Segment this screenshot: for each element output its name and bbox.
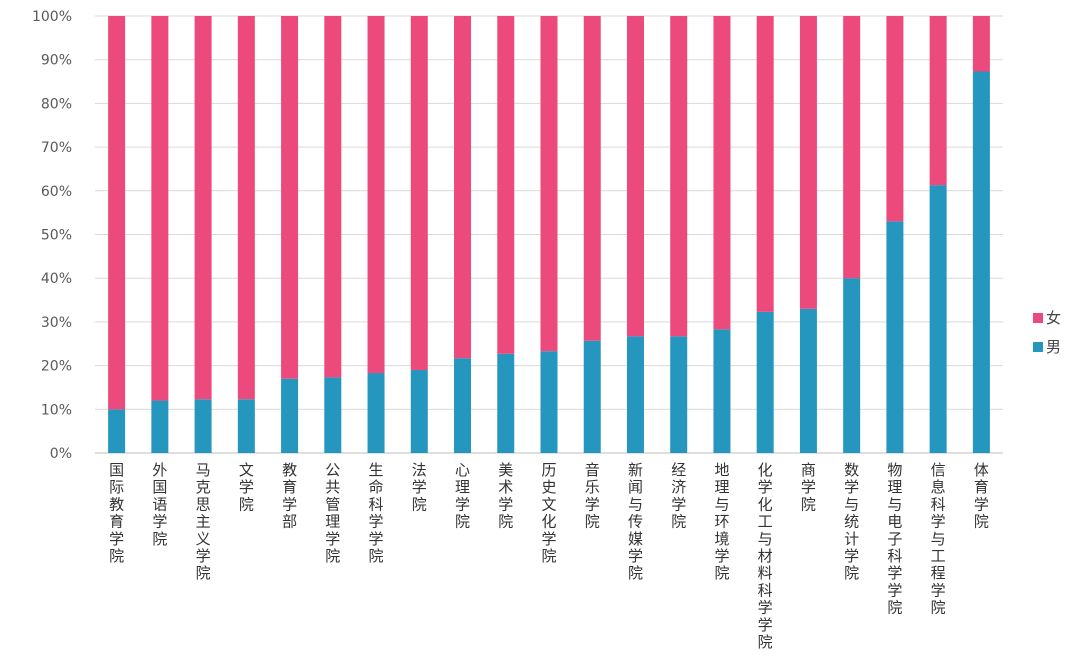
bar-male: [799, 308, 817, 453]
y-tick-label: 60%: [41, 184, 72, 200]
x-category-label: 马克思主义学院: [196, 461, 211, 582]
bar-male: [281, 378, 299, 453]
x-category-label: 外国语学院: [152, 461, 167, 548]
x-category-label: 美术学院: [498, 461, 513, 531]
y-tick-label: 30%: [41, 315, 72, 331]
bar-female: [626, 16, 644, 337]
bar-female: [151, 16, 169, 401]
bar-male: [626, 336, 644, 453]
bar-male: [929, 185, 947, 453]
bar-female: [540, 16, 558, 352]
x-category-label: 法学院: [412, 461, 427, 513]
bar-female: [281, 16, 299, 379]
x-category-label: 历史文化学院: [541, 461, 556, 565]
bar-female: [799, 16, 817, 309]
bar-male: [583, 340, 601, 453]
x-category-label: 经济学院: [671, 461, 686, 531]
bar-male: [670, 336, 688, 453]
bar-male: [713, 329, 731, 453]
legend: 女男: [1033, 309, 1061, 356]
y-tick-label: 40%: [41, 271, 72, 287]
legend-swatch: [1033, 313, 1043, 323]
x-category-label: 音乐学院: [585, 461, 600, 531]
legend-swatch: [1033, 342, 1043, 352]
bar-male: [324, 377, 342, 453]
x-category-label: 化学化工与材料科学学院: [758, 461, 773, 651]
y-tick-label: 20%: [41, 359, 72, 375]
bar-female: [108, 16, 126, 410]
bar-female: [670, 16, 688, 337]
x-category-label: 商学院: [801, 461, 816, 513]
bar-male: [454, 358, 472, 453]
bar-female: [886, 16, 904, 222]
bar-female: [194, 16, 212, 400]
bar-female: [929, 16, 947, 186]
bar-female: [583, 16, 601, 341]
y-tick-label: 50%: [41, 228, 72, 244]
x-category-label: 物理与电子科学学院: [887, 461, 902, 617]
bar-female: [454, 16, 472, 359]
bar-male: [108, 409, 126, 453]
bar-female: [972, 16, 990, 72]
x-category-label: 新闻与传媒学院: [628, 461, 643, 582]
bar-male: [367, 373, 385, 453]
x-category-label: 体育学院: [974, 461, 989, 531]
y-axis: 0% 10% 20% 30% 40% 50% 60% 70% 80% 90% 100%: [32, 9, 72, 462]
x-category-label: 地理与环境学院: [714, 461, 729, 582]
x-category-label: 信息科学与工程学院: [931, 461, 946, 617]
y-tick-label: 90%: [41, 53, 72, 69]
x-category-label: 生命科学学院: [369, 461, 384, 565]
x-category-label: 数学与统计学院: [844, 461, 859, 582]
bar-male: [540, 351, 558, 453]
y-tick-label: 100%: [32, 9, 72, 25]
x-axis: 国际教育学院 外国语学院 马克思主义学院 文学院 教育学部 公共管理学院 生命科学学院 法学院…: [109, 461, 989, 651]
y-tick-label: 70%: [41, 140, 72, 156]
bar-male: [237, 399, 255, 453]
bar-female: [367, 16, 385, 374]
y-tick-label: 80%: [41, 96, 72, 112]
x-category-label: 文学院: [239, 461, 254, 513]
bar-male: [756, 311, 774, 453]
bar-female: [756, 16, 774, 312]
bar-male: [151, 400, 169, 453]
y-tick-label: 0%: [50, 446, 72, 462]
bar-female: [324, 16, 342, 378]
bar-male: [194, 399, 212, 453]
bars: [108, 16, 990, 454]
bar-female: [237, 16, 255, 400]
bar-male: [497, 353, 515, 453]
bar-male: [886, 221, 904, 453]
y-tick-label: 10%: [41, 402, 72, 418]
x-category-label: 心理学院: [455, 461, 470, 531]
x-category-label: 公共管理学院: [325, 461, 340, 565]
x-category-label: 教育学部: [282, 461, 297, 531]
bar-male: [972, 71, 990, 454]
bar-male: [843, 278, 861, 453]
bar-female: [843, 16, 861, 279]
bar-female: [410, 16, 428, 370]
bar-female: [497, 16, 515, 354]
bar-male: [410, 369, 428, 453]
bar-female: [713, 16, 731, 330]
legend-label: 女: [1046, 309, 1061, 327]
legend-label: 男: [1046, 338, 1061, 356]
x-category-label: 国际教育学院: [109, 461, 124, 565]
